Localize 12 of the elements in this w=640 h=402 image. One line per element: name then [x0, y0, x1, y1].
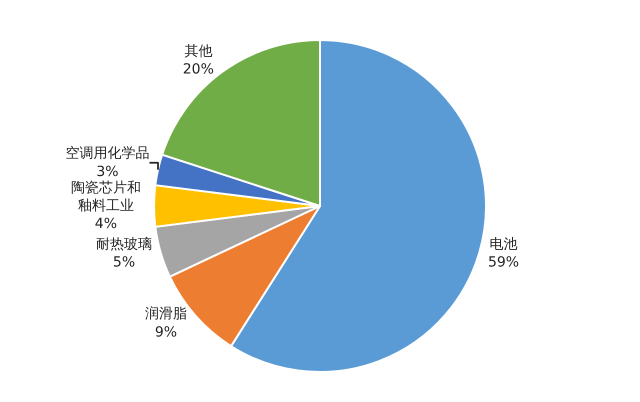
data-label: 5% — [112, 254, 136, 271]
slice-label: 耐热玻璃 — [96, 236, 152, 253]
slice-label: 空调用化学品 — [65, 146, 150, 162]
slice-label: 电池 — [490, 236, 518, 253]
slice-label: 其他 — [184, 43, 212, 60]
data-label: 20% — [182, 62, 214, 78]
data-label: 4% — [94, 216, 118, 232]
data-label: 9% — [154, 324, 178, 340]
slice-label: 陶瓷芯片和釉料工业 — [70, 180, 141, 214]
slice-label: 润滑脂 — [144, 306, 187, 322]
data-label: 3% — [96, 164, 119, 180]
data-label: 59% — [488, 254, 520, 271]
